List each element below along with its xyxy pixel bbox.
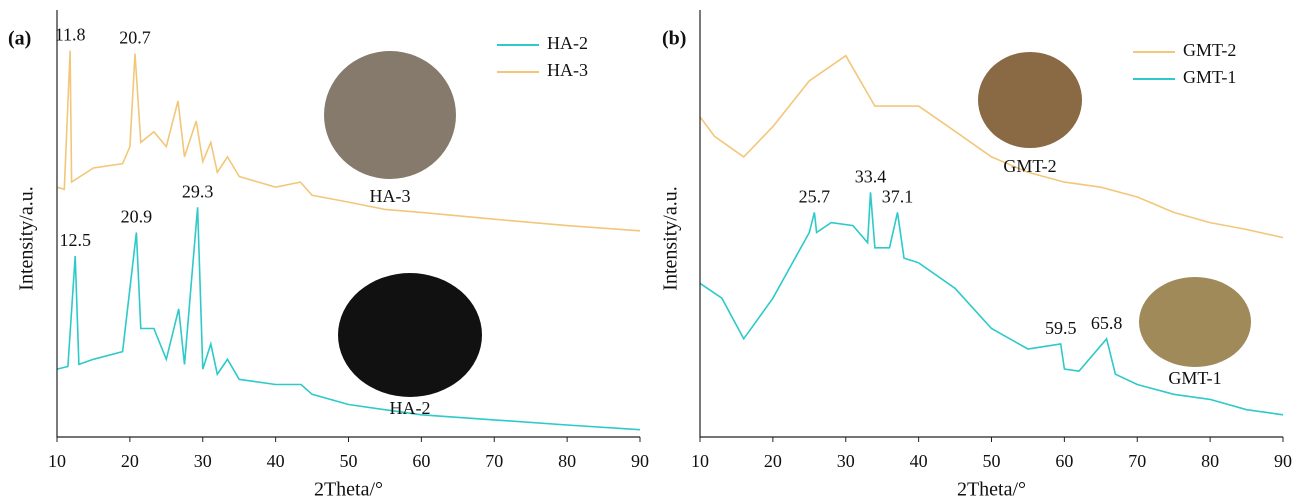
x-axis-label: 2Theta/° bbox=[957, 479, 1026, 501]
x-tick-label: 90 bbox=[1274, 451, 1292, 471]
x-tick-label: 70 bbox=[1128, 451, 1146, 471]
x-tick-label: 10 bbox=[691, 451, 709, 471]
peak-label: 20.7 bbox=[119, 28, 151, 48]
x-axis-label: 2Theta/° bbox=[314, 479, 383, 501]
inset-caption: GMT-2 bbox=[1003, 156, 1056, 176]
peak-label: 25.7 bbox=[799, 187, 831, 207]
legend-label: GMT-1 bbox=[1183, 67, 1236, 87]
x-tick-label: 60 bbox=[1055, 451, 1073, 471]
y-axis-label: Intensity/a.u. bbox=[16, 186, 38, 290]
x-tick-label: 20 bbox=[121, 451, 139, 471]
x-tick-label: 10 bbox=[48, 451, 66, 471]
x-tick-label: 40 bbox=[267, 451, 285, 471]
x-tick-label: 40 bbox=[910, 451, 928, 471]
x-tick-label: 60 bbox=[412, 451, 430, 471]
x-tick-label: 20 bbox=[764, 451, 782, 471]
x-tick-label: 80 bbox=[558, 451, 576, 471]
legend-label: HA-2 bbox=[547, 33, 588, 53]
inset-caption: HA-2 bbox=[390, 398, 431, 418]
series-line bbox=[56, 207, 641, 431]
sample-photo bbox=[338, 273, 482, 397]
legend-label: GMT-2 bbox=[1183, 40, 1236, 60]
peak-label: 37.1 bbox=[882, 187, 914, 207]
panel-label: (a) bbox=[8, 28, 31, 50]
peak-label: 33.4 bbox=[855, 166, 887, 186]
peak-label: 12.5 bbox=[59, 230, 91, 250]
inset-caption: HA-3 bbox=[370, 186, 411, 206]
sample-photo bbox=[978, 52, 1082, 148]
x-tick-label: 90 bbox=[631, 451, 649, 471]
series-line bbox=[56, 50, 641, 232]
panel-label: (b) bbox=[662, 28, 686, 50]
peak-label: 65.8 bbox=[1091, 313, 1123, 333]
peak-label: 59.5 bbox=[1045, 318, 1077, 338]
peak-label: 20.9 bbox=[121, 207, 153, 227]
series-line bbox=[699, 192, 1284, 416]
x-tick-label: 50 bbox=[983, 451, 1001, 471]
x-tick-label: 70 bbox=[485, 451, 503, 471]
peak-label: 29.3 bbox=[182, 181, 214, 201]
sample-photo bbox=[324, 51, 456, 179]
y-axis-label: Intensity/a.u. bbox=[660, 186, 682, 290]
sample-photo bbox=[1139, 277, 1251, 367]
legend-label: HA-3 bbox=[547, 60, 588, 80]
x-tick-label: 30 bbox=[194, 451, 212, 471]
x-tick-label: 50 bbox=[340, 451, 358, 471]
x-tick-label: 80 bbox=[1201, 451, 1219, 471]
peak-label: 11.8 bbox=[55, 25, 86, 45]
series-line bbox=[699, 54, 1284, 239]
x-tick-label: 30 bbox=[837, 451, 855, 471]
inset-caption: GMT-1 bbox=[1168, 368, 1221, 388]
